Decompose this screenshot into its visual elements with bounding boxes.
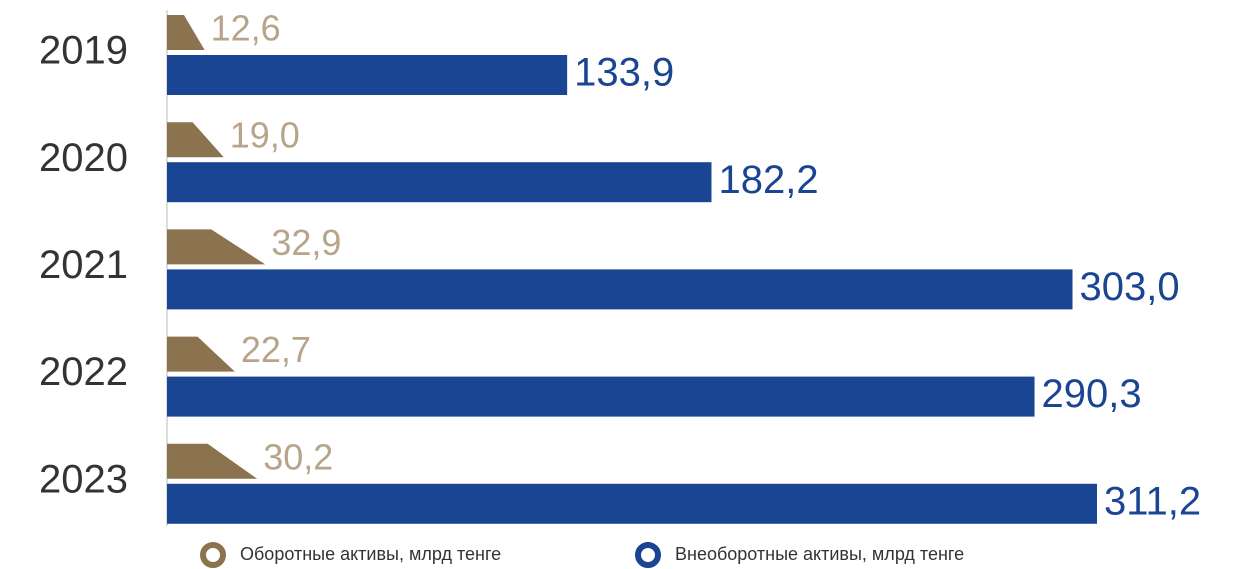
bar	[167, 376, 1035, 417]
bar	[167, 229, 266, 265]
legend-marker	[200, 542, 226, 568]
bar	[167, 483, 1097, 524]
legend-marker	[635, 542, 661, 568]
bar	[167, 336, 235, 372]
value-label: 311,2	[1104, 479, 1201, 523]
year-label: 2020	[39, 136, 128, 180]
year-label: 2021	[39, 243, 128, 287]
bar	[167, 122, 224, 158]
value-label: 303,0	[1079, 265, 1179, 309]
legend-label: Оборотные активы, млрд тенге	[240, 544, 501, 564]
year-label: 2022	[39, 350, 128, 394]
value-label: 290,3	[1042, 372, 1142, 416]
value-label: 22,7	[241, 329, 311, 370]
year-label: 2023	[39, 457, 128, 501]
bar	[167, 443, 258, 479]
value-label: 133,9	[574, 51, 674, 95]
bar	[167, 15, 205, 50]
value-label: 182,2	[718, 158, 818, 202]
bar	[167, 269, 1073, 310]
value-label: 32,9	[271, 222, 341, 263]
value-label: 12,6	[211, 8, 281, 49]
bar	[167, 55, 568, 95]
legend-label: Внеоборотные активы, млрд тенге	[675, 544, 964, 564]
year-label: 2019	[39, 29, 128, 73]
value-label: 30,2	[263, 436, 333, 477]
value-label: 19,0	[230, 115, 300, 156]
bar	[167, 162, 712, 203]
